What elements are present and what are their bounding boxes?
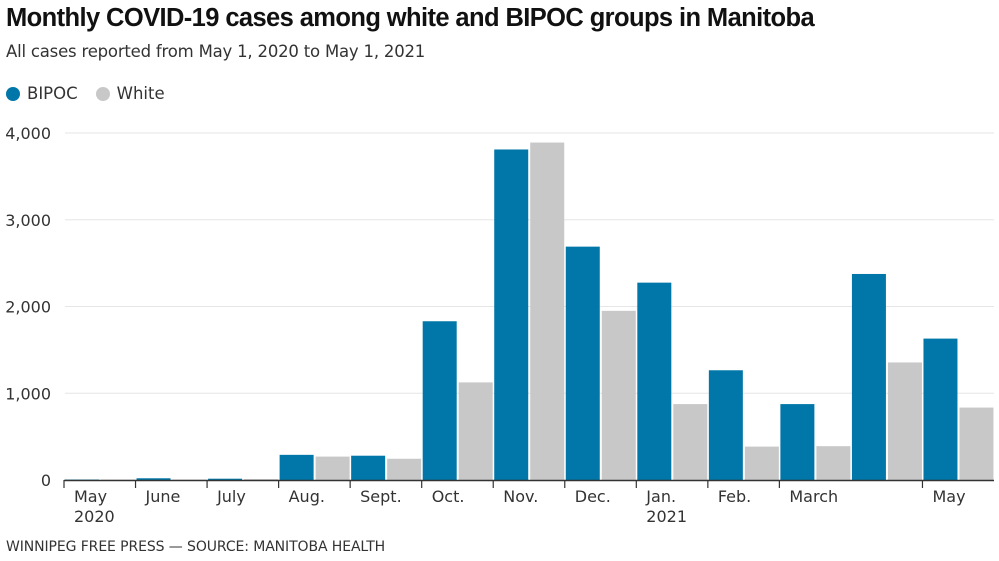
bar-white [530, 142, 565, 481]
legend-item-bipoc: BIPOC [6, 84, 78, 103]
bar-bipoc [422, 321, 457, 480]
bar-bipoc [494, 149, 529, 481]
x-tick-label: May [74, 487, 107, 506]
x-tick-label: Feb. [718, 487, 751, 506]
bar-white [887, 362, 922, 480]
bar-bipoc [923, 338, 958, 480]
y-tick-label: 4,000 [5, 124, 51, 143]
chart-subtitle: All cases reported from May 1, 2020 to M… [6, 42, 426, 61]
bar-white [315, 456, 350, 480]
y-tick-label: 2,000 [5, 298, 51, 317]
y-tick-label: 3,000 [5, 211, 51, 230]
y-tick-label: 0 [41, 471, 51, 490]
legend-swatch-bipoc [6, 86, 20, 101]
bar-white [601, 310, 636, 480]
bar-white [387, 458, 422, 480]
legend: BIPOC White [6, 84, 183, 103]
x-tick-label: June [145, 487, 181, 506]
x-tick-label-year: 2020 [74, 507, 115, 526]
bar-white [458, 382, 493, 480]
bar-bipoc [136, 478, 171, 480]
bar-bipoc [637, 282, 672, 480]
bar-white [816, 446, 851, 480]
bar-bipoc [708, 370, 743, 480]
bar-bipoc [780, 404, 815, 480]
x-tick-label: July [216, 487, 246, 506]
source-credit: WINNIPEG FREE PRESS — SOURCE: MANITOBA H… [6, 539, 386, 555]
x-tick-label: May [932, 487, 965, 506]
y-tick-label: 1,000 [5, 384, 51, 403]
bar-white [744, 446, 779, 480]
bar-bipoc [565, 246, 600, 480]
legend-label-white: White [116, 84, 165, 103]
x-tick-label: Jan. [645, 487, 676, 506]
x-tick-label: Nov. [503, 487, 538, 506]
bar-white [673, 404, 708, 480]
x-tick-label: Dec. [575, 487, 611, 506]
chart-title: Monthly COVID-19 cases among white and B… [6, 4, 815, 32]
bar-white [244, 479, 279, 480]
legend-label-bipoc: BIPOC [27, 84, 78, 103]
x-tick-label: Aug. [289, 487, 325, 506]
x-tick-label: Oct. [432, 487, 465, 506]
bar-bipoc [851, 273, 886, 480]
bar-white [959, 407, 994, 480]
bar-bipoc [279, 454, 314, 480]
legend-swatch-white [95, 86, 110, 101]
x-tick-label: March [789, 487, 838, 506]
legend-item-white: White [95, 84, 165, 103]
bar-bipoc [208, 478, 243, 480]
x-tick-label-year: 2021 [646, 507, 687, 526]
bar-bipoc [351, 455, 386, 480]
x-tick-label: Sept. [360, 487, 402, 506]
